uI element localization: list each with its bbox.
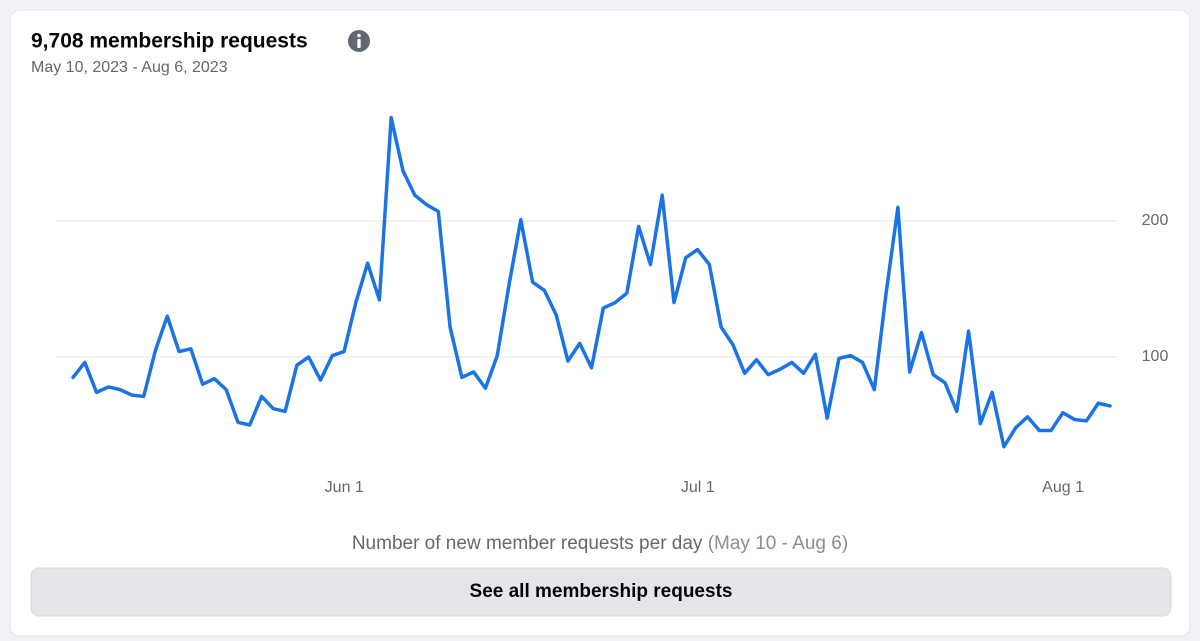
button-background[interactable]: [30, 567, 1172, 617]
y-tick-label: 200: [1142, 212, 1169, 229]
y-tick-label: 100: [1142, 348, 1169, 365]
see-all-button[interactable]: See all membership requests: [30, 567, 1172, 617]
x-axis-label-main: Number of new member requests per day: [352, 533, 703, 554]
card-subtitle: May 10, 2023 - Aug 6, 2023: [31, 59, 228, 76]
x-tick-label: Aug 1: [1042, 479, 1084, 496]
card-title: 9,708 membership requests: [31, 30, 308, 53]
button-label[interactable]: See all membership requests: [470, 581, 733, 602]
x-axis-label: Number of new member requests per day (M…: [352, 533, 848, 554]
x-axis-label-note: (May 10 - Aug 6): [708, 533, 848, 554]
x-tick-label: Jul 1: [681, 479, 715, 496]
plot: 100 200 Jun 1 Jul 1 Aug 1: [57, 115, 1169, 496]
info-icon[interactable]: [348, 30, 370, 52]
data-line: [71, 115, 1112, 449]
x-tick-label: Jun 1: [325, 479, 364, 496]
